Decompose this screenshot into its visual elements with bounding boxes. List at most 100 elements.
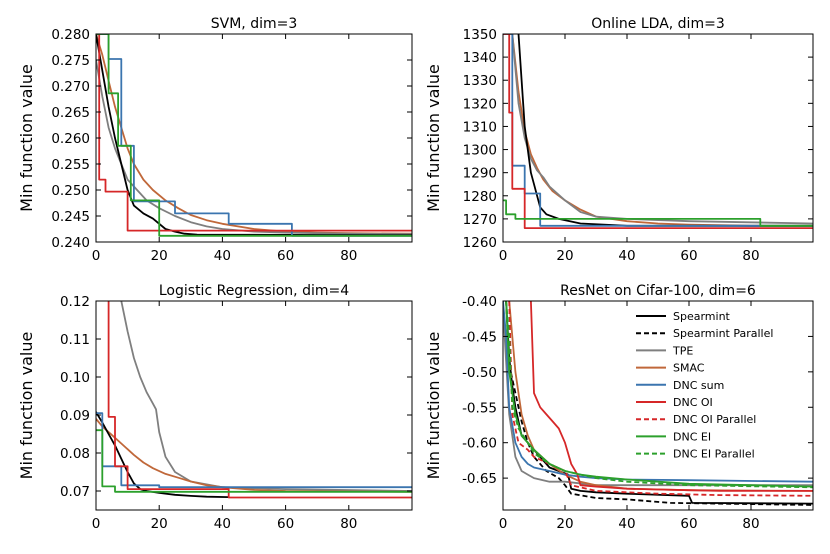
series-line-dnc-oi	[503, 34, 813, 230]
y-tick-label: 0.250	[51, 183, 90, 199]
x-tick-label: 40	[618, 248, 635, 264]
y-tick-label: 0.240	[51, 235, 90, 251]
y-tick-label: -0.50	[462, 365, 497, 381]
y-tick-label: 0.12	[60, 294, 90, 310]
x-tick-label: 80	[340, 516, 357, 532]
series-line-dnc-ei	[96, 429, 412, 493]
x-tick-label: 60	[277, 516, 294, 532]
y-tick-label: 0.08	[60, 446, 90, 462]
x-tick-label: 0	[92, 248, 101, 264]
y-tick-label: -0.40	[462, 294, 497, 310]
y-tick-label: 0.10	[60, 370, 90, 386]
y-tick-label: 0.265	[51, 105, 90, 121]
y-tick-label: 1340	[463, 50, 497, 66]
series-group	[96, 34, 412, 237]
series-line-dnc-ei	[96, 34, 412, 237]
y-tick-label: 0.255	[51, 157, 90, 173]
y-tick-label: 1330	[463, 73, 497, 89]
chart-panel-1: 0 20 40 60 80 0.240 0.245 0.250 0.255 0.260 0.265 0…	[17, 16, 413, 264]
y-tick-label: 1270	[463, 212, 497, 228]
x-tick-label: 20	[556, 516, 573, 532]
y-tick-label: 1310	[463, 119, 497, 135]
x-tick-label: 60	[277, 248, 294, 264]
legend-label: DNC sum	[673, 379, 724, 392]
series-line-smac	[511, 34, 813, 227]
x-tick-label: 0	[499, 516, 508, 532]
chart-panel-3: 0 20 40 60 80 0.07 0.08 0.09 0.10 0.11 0.12 Logisti…	[17, 283, 413, 532]
chart-title: Logistic Regression, dim=4	[159, 283, 349, 299]
chart-panel-4: 0 20 40 60 80 -0.65 -0.60 -0.55 -0.50 -0.45 -0.40 R…	[424, 283, 814, 532]
y-tick-label: 1300	[463, 143, 497, 159]
y-tick-label: 0.245	[51, 209, 90, 225]
y-tick-label: 0.270	[51, 79, 90, 95]
plot-frame	[502, 300, 814, 511]
y-tick-label: 0.11	[60, 332, 90, 348]
series-line-spearmint-parallel	[505, 301, 813, 506]
chart-title: ResNet on Cifar-100, dim=6	[560, 283, 756, 299]
y-tick-label: -0.65	[462, 471, 497, 487]
series-line-dnc-oi	[107, 301, 412, 499]
series-line-dnc-oi	[96, 34, 412, 232]
legend-label: TPE	[672, 344, 693, 357]
series-line-dnc-sum	[96, 412, 412, 489]
x-tick-label: 40	[214, 248, 231, 264]
legend-label: DNC EI Parallel	[673, 448, 755, 461]
chart-title: SVM, dim=3	[211, 16, 298, 32]
series-line-smac	[96, 418, 412, 493]
series-line-tpe	[96, 59, 412, 236]
y-tick-label: 0.07	[60, 484, 90, 500]
series-line-spearmint	[96, 411, 229, 498]
chart-title: Online LDA, dim=3	[591, 16, 724, 32]
y-axis-label: Min function value	[424, 64, 443, 212]
y-axis-label: Min function value	[424, 332, 443, 480]
y-tick-label: 0.280	[51, 27, 90, 43]
y-tick-label: 0.09	[60, 408, 90, 424]
legend: Spearmint Spearmint Parallel TPE SMAC DNC su…	[636, 310, 773, 461]
x-tick-label: 40	[618, 516, 635, 532]
series-line-dnc-sum	[503, 34, 813, 227]
x-tick-label: 60	[680, 516, 697, 532]
y-axis-label: Min function value	[17, 64, 36, 212]
x-tick-label: 20	[556, 248, 573, 264]
series-line-spearmint	[505, 301, 813, 505]
x-tick-label: 0	[499, 248, 508, 264]
plot-frame	[95, 300, 413, 511]
series-line-dnc-oi-parallel	[508, 301, 813, 497]
legend-label: SMAC	[673, 362, 705, 375]
legend-label: DNC OI	[673, 396, 713, 409]
y-tick-label: 0.260	[51, 131, 90, 147]
y-tick-label: -0.60	[462, 436, 497, 452]
series-line-dnc-ei	[503, 199, 813, 227]
plot-frame	[95, 33, 413, 243]
x-tick-label: 60	[680, 248, 697, 264]
y-axis-label: Min function value	[17, 332, 36, 480]
legend-label: DNC EI	[673, 430, 711, 443]
y-tick-label: 1350	[463, 27, 497, 43]
series-line-tpe	[120, 301, 412, 492]
y-tick-label: 1320	[463, 96, 497, 112]
y-tick-label: -0.45	[462, 329, 497, 345]
series-line-spearmint	[517, 34, 813, 227]
series-line-dnc-ei-parallel	[505, 301, 813, 489]
x-tick-label: 80	[340, 248, 357, 264]
x-tick-label: 20	[151, 516, 168, 532]
legend-label: DNC OI Parallel	[673, 413, 756, 426]
x-tick-label: 20	[151, 248, 168, 264]
x-tick-label: 40	[214, 516, 231, 532]
series-line-dnc-sum	[96, 34, 412, 237]
series-group	[503, 301, 813, 506]
series-group	[503, 34, 813, 230]
x-tick-label: 80	[742, 248, 759, 264]
x-tick-label: 0	[92, 516, 101, 532]
y-tick-label: 1280	[463, 189, 497, 205]
x-tick-label: 80	[742, 516, 759, 532]
y-tick-label: -0.55	[462, 400, 497, 416]
series-line-tpe	[503, 308, 813, 487]
series-line-smac	[96, 34, 412, 235]
y-tick-label: 1260	[463, 235, 497, 251]
series-group	[96, 301, 412, 499]
chart-panel-2: 0 20 40 60 80 1260 1270 1280 1290 1300 1310 1320 133…	[424, 16, 814, 264]
y-tick-label: 0.275	[51, 53, 90, 69]
plot-frame	[502, 33, 814, 243]
